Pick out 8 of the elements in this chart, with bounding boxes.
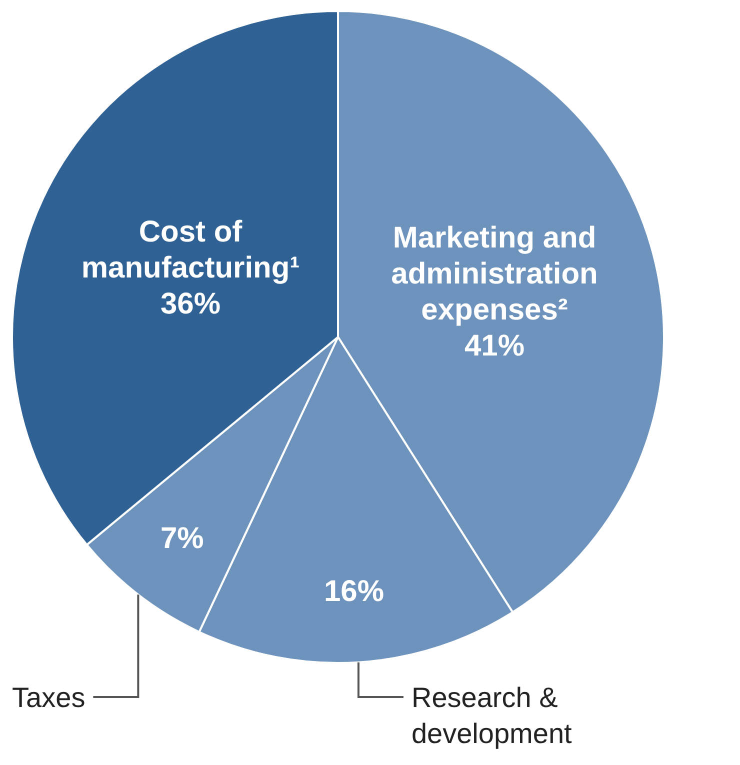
slice-label: Research & development xyxy=(411,682,572,749)
data-label: 41% xyxy=(464,330,525,363)
slice-label: Marketing and administration expenses² xyxy=(391,222,598,327)
data-label: 16% xyxy=(324,574,384,608)
slice-label: Cost of manufacturing¹ xyxy=(81,216,300,285)
data-label: 7% xyxy=(160,522,204,555)
data-label: 36% xyxy=(160,288,221,321)
slice-label: Taxes xyxy=(12,682,86,713)
